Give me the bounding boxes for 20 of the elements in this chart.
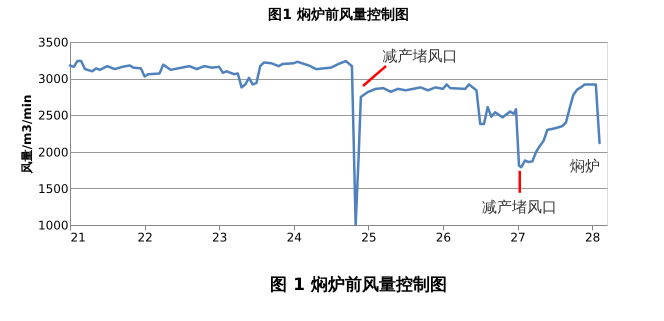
y-tick-label: 1000 [38,218,68,232]
x-tick-label: 21 [70,230,86,244]
y-tick-label: 1500 [38,182,68,196]
y-tick-label: 2500 [38,108,68,123]
x-tick-label: 25 [361,230,376,244]
y-axis-title: 风量/m3/min [20,94,34,174]
x-tick-label: 24 [286,230,302,244]
x-tick-label: 26 [436,230,452,244]
y-tick-label: 3500 [38,36,68,50]
annotation: 焖炉 [570,157,600,175]
x-tick-label: 28 [584,230,600,244]
chart-title: 图1 焖炉前风量控制图 [268,6,409,23]
x-tick-label: 27 [510,230,526,244]
y-tick-label: 3000 [38,72,68,86]
annotation: 减产堵风口 [482,198,558,216]
x-tick-label: 23 [212,230,228,244]
x-tick-label: 22 [137,230,153,244]
y-tick-label: 2000 [38,145,68,160]
caption: 图 1 焖炉前风量控制图 [270,275,447,295]
annotation: 减产堵风口 [382,47,458,65]
